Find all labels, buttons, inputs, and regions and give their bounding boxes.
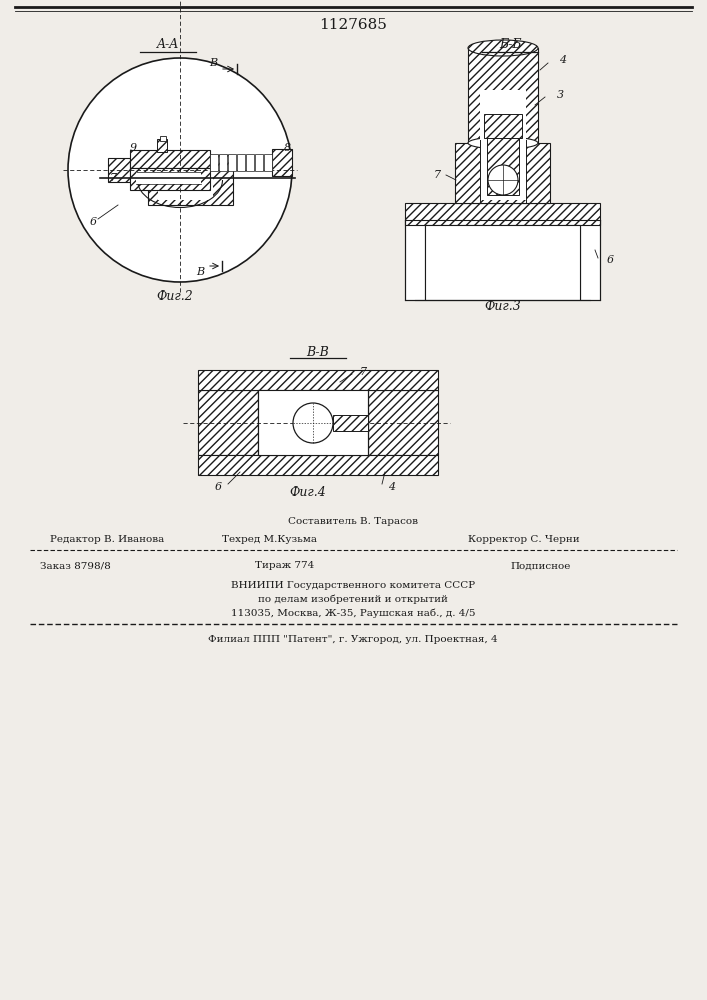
Bar: [487, 135, 519, 195]
Circle shape: [68, 58, 292, 282]
Bar: [255, 154, 263, 171]
Text: 6: 6: [607, 255, 614, 265]
Bar: [455, 143, 550, 203]
Bar: [210, 154, 218, 171]
Text: B: B: [196, 267, 204, 277]
Text: 6: 6: [90, 217, 97, 227]
Text: Б-Б: Б-Б: [498, 38, 521, 51]
Text: Редактор В. Иванова: Редактор В. Иванова: [50, 536, 164, 544]
Bar: [468, 48, 538, 143]
Text: ВНИИПИ Государственного комитета СССР: ВНИИПИ Государственного комитета СССР: [231, 580, 475, 589]
Text: 1127685: 1127685: [319, 18, 387, 32]
Bar: [272, 149, 292, 176]
Text: A-A: A-A: [157, 38, 179, 51]
Ellipse shape: [468, 40, 538, 56]
Bar: [258, 390, 368, 455]
Text: Фиг.4: Фиг.4: [290, 486, 327, 498]
Text: Подписное: Подписное: [510, 562, 571, 570]
Bar: [219, 154, 227, 171]
Bar: [368, 390, 438, 455]
Text: 4: 4: [559, 55, 566, 65]
Text: 7: 7: [433, 170, 440, 180]
Text: Фиг.2: Фиг.2: [157, 290, 194, 304]
Circle shape: [488, 165, 518, 195]
Bar: [108, 158, 130, 182]
Bar: [198, 455, 438, 475]
Text: Заказ 8798/8: Заказ 8798/8: [40, 562, 111, 570]
Bar: [130, 168, 210, 190]
Text: 6: 6: [214, 482, 221, 492]
Text: 3: 3: [556, 90, 563, 100]
Text: Составитель В. Тарасов: Составитель В. Тарасов: [288, 518, 418, 526]
Text: 7: 7: [110, 173, 117, 183]
Bar: [333, 415, 368, 431]
Bar: [148, 155, 233, 205]
Bar: [484, 114, 522, 138]
Circle shape: [293, 403, 333, 443]
Bar: [157, 139, 167, 152]
Bar: [228, 154, 236, 171]
Bar: [246, 154, 254, 171]
Text: B-B: B-B: [307, 346, 329, 359]
Bar: [158, 162, 213, 200]
Text: Фиг.3: Фиг.3: [484, 300, 521, 314]
Bar: [198, 390, 258, 455]
Text: 4: 4: [388, 482, 395, 492]
Bar: [198, 370, 438, 390]
Bar: [130, 150, 210, 168]
Bar: [405, 203, 600, 225]
Bar: [405, 220, 425, 300]
Text: Филиал ППП "Патент", г. Ужгород, ул. Проектная, 4: Филиал ППП "Патент", г. Ужгород, ул. Про…: [208, 635, 498, 644]
Text: B: B: [209, 58, 217, 68]
Bar: [160, 136, 166, 141]
Bar: [136, 172, 201, 184]
Text: 8: 8: [284, 143, 291, 153]
Ellipse shape: [468, 137, 538, 149]
Bar: [425, 225, 580, 300]
Text: по делам изобретений и открытий: по делам изобретений и открытий: [258, 594, 448, 604]
Text: Тираж 774: Тираж 774: [255, 562, 315, 570]
Bar: [264, 154, 272, 171]
Bar: [237, 154, 245, 171]
Text: 113035, Москва, Ж-35, Раушская наб., д. 4/5: 113035, Москва, Ж-35, Раушская наб., д. …: [230, 608, 475, 618]
Text: 9: 9: [129, 143, 136, 153]
Bar: [480, 90, 526, 200]
Text: Техред М.Кузьма: Техред М.Кузьма: [222, 536, 317, 544]
Text: Корректор С. Черни: Корректор С. Черни: [468, 536, 580, 544]
Text: 7: 7: [359, 367, 366, 377]
Bar: [580, 220, 600, 300]
